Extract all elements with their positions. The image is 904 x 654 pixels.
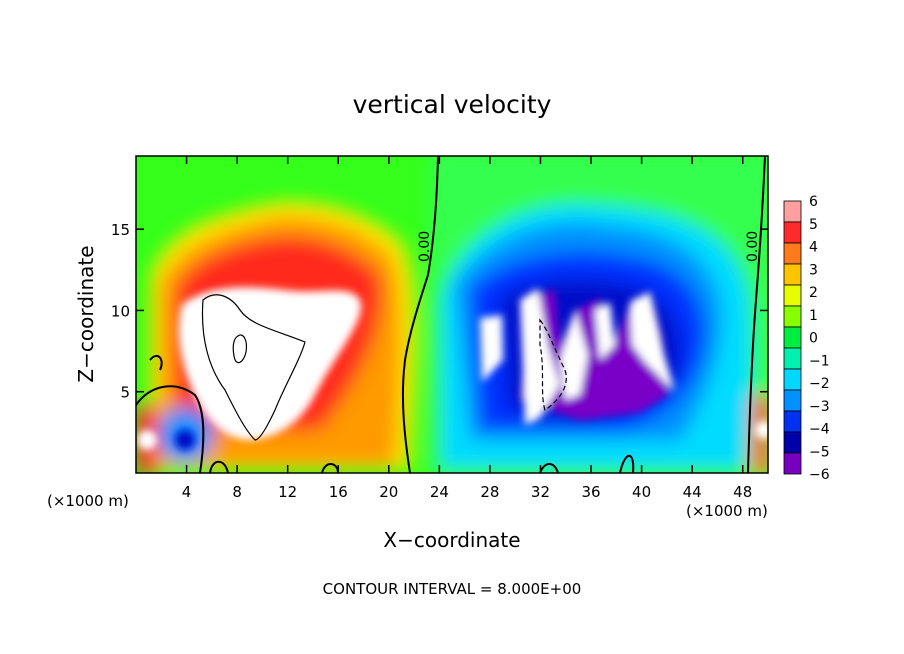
colorbar-swatch — [783, 410, 802, 433]
chart-title: vertical velocity — [353, 90, 552, 119]
colorbar-swatch — [783, 284, 802, 307]
colorbar-label: 1 — [809, 308, 818, 324]
colorbar-label: −5 — [809, 444, 830, 460]
contour-interval-note: CONTOUR INTERVAL = 8.000E+00 — [323, 580, 582, 598]
x-tick-label: 12 — [278, 483, 297, 501]
x-tick-label: 32 — [531, 483, 550, 501]
x-tick-label: 24 — [430, 483, 449, 501]
heatmap-field: 0.00 0.00 — [136, 156, 768, 473]
x-tick-label: 4 — [182, 483, 192, 501]
x-tick-label: 20 — [379, 483, 398, 501]
colorbar-swatch — [783, 347, 802, 370]
colorbar: 6 5 4 3 2 1 0 −1 −2 −3 −4 −5 −6 — [783, 194, 830, 483]
colorbar-swatch — [783, 221, 802, 244]
colorbar-label: 4 — [809, 240, 818, 256]
colorbar-label: 6 — [809, 194, 818, 210]
colorbar-label: 0 — [809, 331, 818, 347]
x-tick-label: 40 — [632, 483, 651, 501]
y-tick-label: 15 — [111, 221, 130, 239]
x-tick-label: 36 — [581, 483, 600, 501]
colorbar-swatch — [783, 368, 802, 391]
colorbar-swatch — [783, 242, 802, 265]
x-tick-label: 44 — [683, 483, 702, 501]
x-tick-label: 16 — [329, 483, 348, 501]
x-tick-label: 8 — [232, 483, 242, 501]
colorbar-swatch — [783, 200, 802, 223]
y-tick-label: 10 — [111, 302, 130, 320]
x-tick-label: 28 — [480, 483, 499, 501]
colorbar-label: 3 — [809, 262, 818, 278]
colorbar-label: 2 — [809, 285, 818, 301]
contour-lines — [136, 156, 766, 473]
colorbar-swatch — [783, 431, 802, 454]
colorbar-swatch — [783, 389, 802, 412]
colorbar-label: −4 — [809, 422, 830, 438]
colorbar-swatch — [783, 452, 802, 475]
colorbar-swatch — [783, 305, 802, 328]
colorbar-label: −6 — [809, 467, 830, 483]
contour-label-left: 0.00 — [417, 231, 433, 262]
x-tick-label: 48 — [733, 483, 752, 501]
colorbar-label: −3 — [809, 399, 830, 415]
x-unit-left: (×1000 m) — [47, 492, 129, 510]
colorbar-label: 5 — [809, 217, 818, 233]
colorbar-label: −1 — [809, 353, 830, 369]
y-tick-label: 5 — [120, 384, 130, 402]
colorbar-swatch — [783, 326, 802, 349]
colorbar-swatch — [783, 263, 802, 286]
x-unit-right: (×1000 m) — [686, 502, 768, 520]
colorbar-label: −2 — [809, 376, 830, 392]
plot-frame — [135, 155, 769, 474]
contour-label-right: 0.00 — [745, 231, 761, 262]
y-axis-label: Z−coordinate — [74, 245, 98, 382]
x-axis-label: X−coordinate — [383, 528, 520, 552]
